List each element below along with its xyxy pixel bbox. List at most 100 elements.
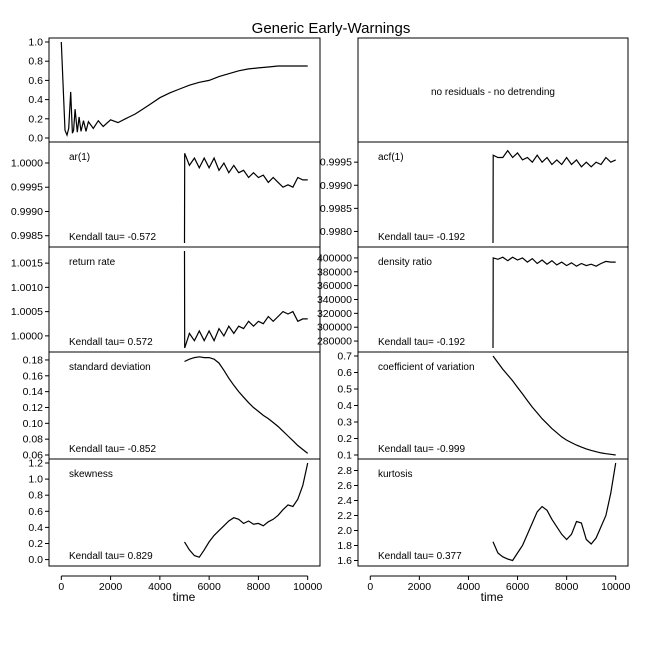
panel-label: skewness (69, 469, 113, 480)
y-tick-label: 0.2 (28, 113, 43, 125)
y-tick-label: 0.16 (23, 370, 44, 382)
panel-ar-1-: 0.9985 0.9990 0.9995 1.0000 ar(1) Kendall tau… (11, 141, 321, 248)
y-tick-label: 0.0 (28, 133, 43, 145)
state-variable-line (60, 41, 308, 137)
x-tick-label: 6000 (506, 581, 530, 593)
panel-skewness: 0.0 0.2 0.4 0.6 0.8 1.0 1.2 skewness Kendall tau… (28, 458, 321, 567)
panel-label: density ratio (378, 257, 432, 268)
y-tick-label: 1.6 (337, 555, 352, 567)
y-tick-label: 0.7 (337, 351, 352, 363)
y-tick-label: 1.0 (28, 37, 43, 49)
y-tick-label: 0.5 (337, 384, 352, 396)
x-axis-label-left: time (173, 590, 196, 604)
y-tick-label: 2.4 (337, 495, 352, 507)
y-tick-label: 320000 (317, 308, 352, 320)
panel-frame (357, 458, 629, 567)
y-tick-label: 0.6 (28, 75, 43, 87)
y-tick-label: 400000 (317, 252, 352, 264)
y-tick-label: 0.4 (28, 94, 43, 106)
x-axis-left: 0 2000 4000 6000 8000 10000 (58, 575, 322, 593)
panel-frame (48, 458, 321, 567)
panel-state-variable: 0.0 0.2 0.4 0.6 0.8 1.0 (28, 37, 321, 145)
y-tick-label: 0.14 (23, 386, 44, 398)
y-tick-label: 0.18 (23, 354, 44, 366)
y-tick-label: 0.3 (337, 417, 352, 429)
y-tick-label: 0.8 (28, 490, 43, 502)
y-tick-label: 0.6 (337, 367, 352, 379)
y-tick-label: 380000 (317, 266, 352, 278)
x-tick-label: 4000 (148, 581, 172, 593)
no-detrending-note: no residuals - no detrending (431, 87, 555, 98)
x-tick-label: 2000 (99, 581, 123, 593)
x-tick-label: 4000 (457, 581, 481, 593)
x-axis-label-right: time (481, 590, 504, 604)
panel-density-ratio: 280000 300000 320000 340000 360000 380000 4000… (317, 246, 629, 353)
panels: no residuals - no detrending 0.0 0.2 0.4 0.6… (11, 37, 631, 594)
panel-frame (48, 37, 321, 143)
panel-coefficient-of-variation: 0.1 0.2 0.3 0.4 0.5 0.6 0.7 coefficient of vari… (337, 351, 629, 462)
y-tick-label: 1.0000 (11, 157, 43, 169)
y-tick-label: 0.06 (23, 450, 44, 462)
panel-standard-deviation: 0.06 0.08 0.10 0.12 0.14 0.16 0.18 standard dev… (23, 351, 321, 462)
coefficient-of-variation-line (492, 355, 616, 456)
y-tick-label: 1.2 (28, 458, 43, 470)
panel-label: ar(1) (69, 152, 90, 163)
y-tick-label: 0.9980 (320, 226, 352, 238)
y-tick-label: 280000 (317, 336, 352, 348)
kendall-tau: Kendall tau= 0.829 (69, 551, 153, 562)
y-tick-label: 0.4 (28, 522, 43, 534)
panel-no-residuals: no residuals - no detrending (357, 37, 629, 143)
panel-label: kurtosis (378, 469, 412, 480)
y-tick-label: 1.8 (337, 540, 352, 552)
panel-acf-1-: 0.9980 0.9985 0.9990 0.9995 acf(1) Kendall ta… (320, 141, 629, 248)
x-axis-right: 0 2000 4000 6000 8000 10000 (367, 575, 630, 593)
y-tick-label: 0.9990 (320, 180, 352, 192)
kendall-tau: Kendall tau= 0.572 (69, 337, 153, 348)
y-tick-label: 2.8 (337, 465, 352, 477)
y-tick-label: 1.0010 (11, 282, 43, 294)
y-tick-label: 1.0000 (11, 330, 43, 342)
chart-title: Generic Early-Warnings (252, 20, 411, 37)
y-tick-label: 0.08 (23, 434, 44, 446)
y-tick-label: 1.0 (28, 474, 43, 486)
y-tick-label: 0.9985 (11, 230, 43, 242)
x-tick-label: 0 (58, 581, 64, 593)
y-tick-label: 0.0 (28, 554, 43, 566)
x-tick-label: 2000 (408, 581, 432, 593)
y-tick-label: 0.9995 (320, 157, 352, 169)
panel-label: standard deviation (69, 362, 151, 373)
ar-1--line (183, 153, 308, 244)
panel-label: coefficient of variation (378, 362, 475, 373)
y-tick-label: 1.0015 (11, 258, 43, 270)
kendall-tau: Kendall tau= -0.192 (378, 232, 465, 243)
panel-return-rate: 1.0000 1.0005 1.0010 1.0015 return rate Kenda… (11, 246, 321, 353)
kendall-tau: Kendall tau= -0.192 (378, 337, 465, 348)
y-tick-label: 0.6 (28, 506, 43, 518)
standard-deviation-line (184, 356, 309, 454)
panel-kurtosis: 1.6 1.8 2.0 2.2 2.4 2.6 2.8 kurtosis Kendall tau… (337, 458, 629, 567)
y-tick-label: 0.8 (28, 56, 43, 68)
x-tick-label: 0 (367, 581, 373, 593)
x-tick-label: 10000 (601, 581, 630, 593)
kendall-tau: Kendall tau= -0.852 (69, 444, 156, 455)
y-tick-label: 0.9985 (320, 203, 352, 215)
kendall-tau: Kendall tau= -0.572 (69, 232, 156, 243)
panel-label: return rate (69, 257, 116, 268)
acf-1--line (492, 149, 616, 244)
x-tick-label: 8000 (247, 581, 271, 593)
y-tick-label: 0.1 (337, 450, 352, 462)
y-tick-label: 300000 (317, 322, 352, 334)
skewness-line (183, 462, 309, 558)
y-tick-label: 0.12 (23, 402, 44, 414)
x-tick-label: 6000 (197, 581, 221, 593)
y-tick-label: 0.2 (28, 538, 43, 550)
y-tick-label: 2.6 (337, 480, 352, 492)
y-tick-label: 0.10 (23, 418, 44, 430)
density-ratio-line (492, 256, 616, 349)
y-tick-label: 0.9995 (11, 182, 43, 194)
return-rate-line (183, 250, 308, 349)
y-tick-label: 0.9990 (11, 206, 43, 218)
kurtosis-line (492, 462, 617, 562)
y-tick-label: 340000 (317, 294, 352, 306)
kendall-tau: Kendall tau= 0.377 (378, 551, 462, 562)
